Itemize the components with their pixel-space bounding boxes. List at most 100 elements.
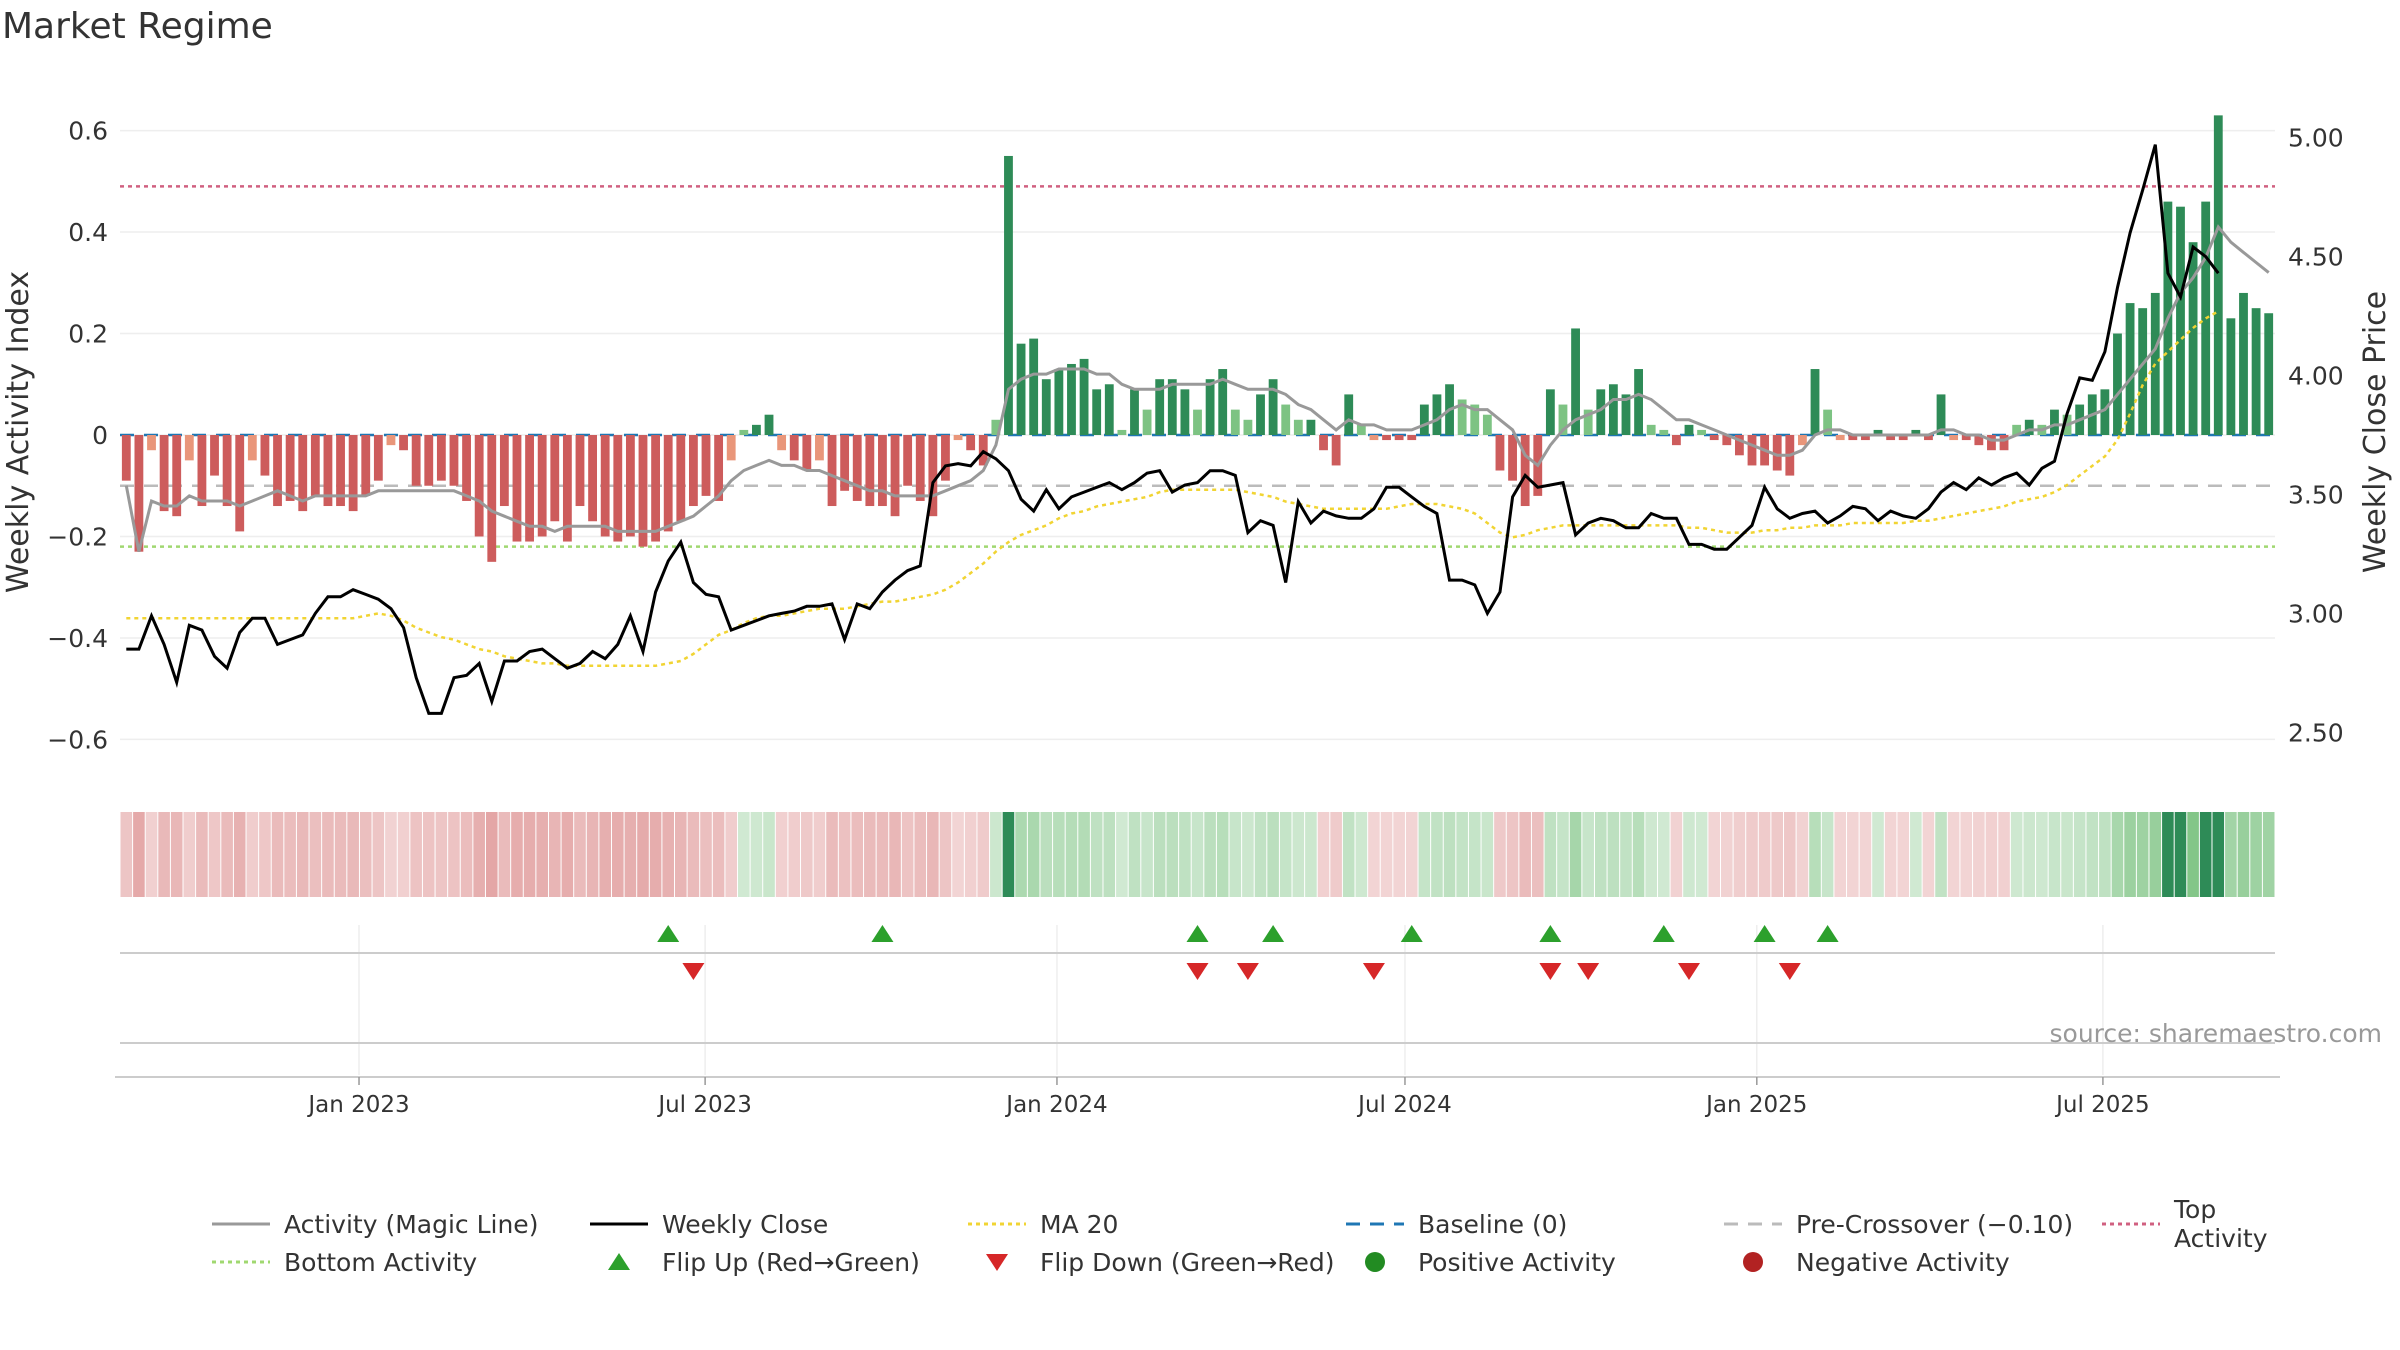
- legend-swatch: [212, 1222, 270, 1226]
- activity-bar: [1356, 424, 1366, 435]
- regime-strip-cell: [2124, 812, 2136, 897]
- regime-strip-cell: [838, 812, 851, 897]
- activity-bar: [2188, 242, 2198, 435]
- regime-strip-cell: [158, 812, 170, 897]
- activity-bar: [752, 424, 761, 435]
- regime-strip-cell: [183, 812, 196, 897]
- activity-bar: [399, 435, 408, 451]
- regime-strip-cell: [233, 812, 246, 897]
- regime-strip-cell: [410, 812, 422, 897]
- x-tick-label: Jan 2024: [1004, 1092, 1107, 1118]
- activity-bar: [348, 435, 358, 512]
- regime-strip-cell: [1431, 812, 1443, 897]
- activity-bar: [1608, 384, 1618, 435]
- regime-strip-cell: [511, 812, 523, 897]
- legend-item: Flip Up (Red→Green): [588, 1248, 966, 1277]
- legend-item: Activity (Magic Line): [210, 1210, 588, 1239]
- activity-bar: [424, 435, 434, 486]
- regime-strip-cell: [637, 812, 649, 897]
- legend-label: Flip Down (Green→Red): [1040, 1247, 1335, 1277]
- regime-strip-cell: [208, 812, 221, 897]
- flip-down-marker: [682, 963, 705, 980]
- regime-strip-cell: [1809, 812, 1821, 897]
- regime-strip-cell: [574, 812, 586, 897]
- regime-strip-cell: [359, 812, 372, 897]
- regime-strip-cell: [977, 812, 990, 897]
- y2-tick-label: 5.00: [2288, 124, 2344, 153]
- activity-bar: [2239, 292, 2248, 435]
- legend-swatch: [2102, 1222, 2160, 1226]
- y2-tick-label: 4.00: [2288, 362, 2344, 391]
- x-tick-label: Jul 2025: [2054, 1092, 2150, 1118]
- activity-bar: [890, 435, 900, 517]
- activity-bar: [1193, 409, 1202, 435]
- legend-swatch: [608, 1253, 630, 1270]
- legend-label: Baseline (0): [1418, 1209, 1568, 1239]
- activity-bar: [1230, 409, 1240, 435]
- activity-bar: [474, 435, 484, 537]
- regime-strip-cell: [2250, 812, 2262, 897]
- activity-bar: [2138, 308, 2148, 435]
- legend-item: Baseline (0): [1344, 1210, 1722, 1239]
- regime-strip-cell: [599, 812, 611, 897]
- regime-strip-cell: [1027, 812, 1040, 897]
- activity-bar: [2251, 308, 2261, 435]
- regime-strip: [120, 812, 2275, 897]
- activity-bar: [235, 435, 245, 532]
- regime-strip-cell: [763, 812, 775, 897]
- activity-bar: [1306, 419, 1316, 435]
- activity-bar: [1886, 435, 1896, 441]
- regime-strip-cell: [1720, 812, 1733, 897]
- regime-strip-cell: [1910, 812, 1922, 897]
- regime-strip-cell: [2086, 812, 2099, 897]
- regime-strip-cell: [876, 812, 889, 897]
- activity-bar: [1646, 424, 1656, 435]
- regime-strip-cell: [1317, 812, 1330, 897]
- activity-bar: [1684, 424, 1694, 435]
- flip-up-marker: [871, 925, 894, 942]
- activity-bar: [2113, 333, 2122, 435]
- flip-down-marker: [1577, 963, 1600, 980]
- activity-bar: [1508, 435, 1517, 481]
- flip-down-marker: [1778, 963, 1801, 980]
- regime-strip-cell: [1821, 812, 1834, 897]
- activity-bar: [1054, 369, 1064, 435]
- regime-strip-cell: [1279, 812, 1292, 897]
- regime-strip-cell: [498, 812, 511, 897]
- legend-swatch: [212, 1260, 270, 1264]
- activity-bar: [1243, 419, 1253, 435]
- activity-bar: [361, 435, 371, 496]
- legend-label: Flip Up (Red→Green): [662, 1247, 920, 1277]
- regime-strip-cell: [1204, 812, 1216, 897]
- regime-strip-cell: [2187, 812, 2199, 897]
- y-tick-label: 0.4: [68, 218, 108, 247]
- activity-bar: [1180, 389, 1190, 435]
- legend: Activity (Magic Line) Weekly Close MA 20 Ba…: [210, 1195, 2360, 1281]
- regime-strip-cell: [1405, 812, 1418, 897]
- regime-strip-cell: [2010, 812, 2023, 897]
- activity-bar: [701, 435, 711, 496]
- activity-bar: [915, 435, 925, 501]
- activity-bar: [1079, 358, 1089, 435]
- regime-strip-cell: [1090, 812, 1103, 897]
- legend-item: Pre-Crossover (−0.10): [1722, 1210, 2100, 1239]
- activity-bar: [121, 435, 131, 481]
- regime-strip-cell: [1872, 812, 1884, 897]
- regime-strip-cell: [712, 812, 725, 897]
- activity-bar: [1470, 404, 1480, 435]
- regime-strip-cell: [1947, 812, 1960, 897]
- regime-strip-cell: [296, 812, 309, 897]
- regime-strip-cell: [1305, 812, 1317, 897]
- regime-strip-cell: [813, 812, 826, 897]
- legend-label: Activity (Magic Line): [284, 1209, 539, 1239]
- activity-bar: [1861, 435, 1870, 441]
- activity-bar: [1709, 435, 1719, 441]
- activity-bar: [840, 435, 850, 491]
- activity-bar: [1810, 369, 1820, 435]
- flip-up-marker: [1652, 925, 1675, 942]
- regime-strip-cell: [1973, 812, 1985, 897]
- regime-strip-cell: [1834, 812, 1847, 897]
- regime-strip-cell: [1128, 812, 1141, 897]
- flip-up-marker: [1186, 925, 1209, 942]
- activity-bar: [1029, 338, 1039, 435]
